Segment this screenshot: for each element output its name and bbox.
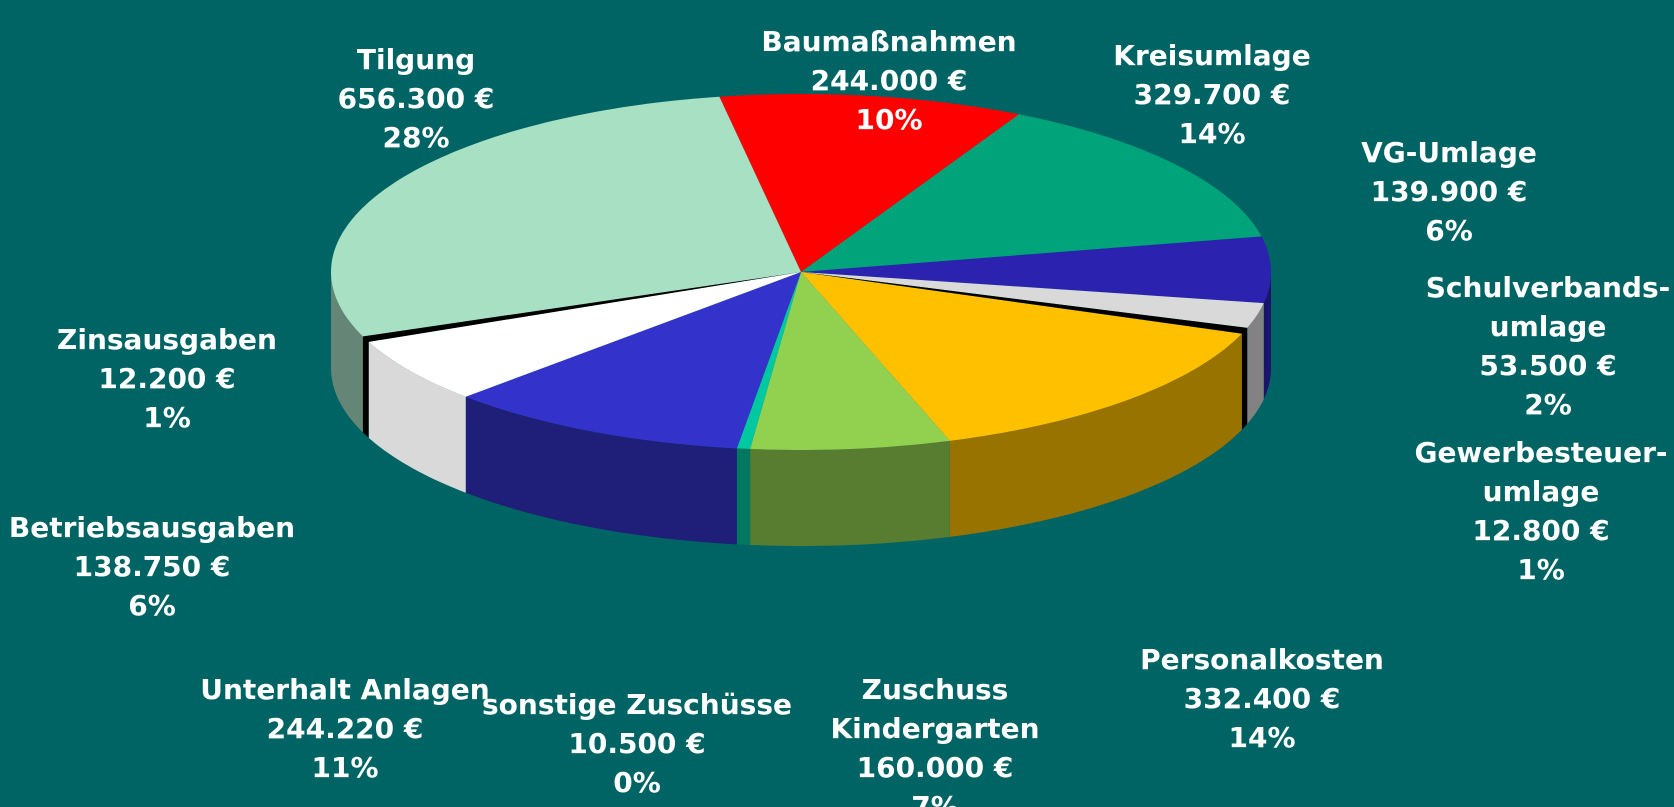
label-name: Betriebsausgaben [8, 511, 296, 544]
slice-side [368, 341, 466, 493]
slice-side [331, 272, 363, 433]
label-value: 12.200 € [98, 362, 236, 395]
slice-side [736, 448, 751, 545]
slice [801, 114, 1262, 272]
label-percent: 6% [1425, 214, 1473, 247]
label-name: Tilgung [356, 43, 476, 76]
slice [719, 94, 1019, 272]
label-value: 332.400 € [1183, 682, 1341, 715]
label-name: Unterhalt Anlagen [200, 673, 490, 706]
label-name: Schulverbands- umlage [1425, 271, 1671, 343]
label-value: 160.000 € [856, 751, 1014, 784]
label-name: sonstige Zuschüsse [482, 688, 792, 721]
label-name: VG-Umlage [1361, 136, 1537, 169]
label-percent: 1% [1517, 553, 1565, 586]
label-percent: 10% [855, 103, 923, 136]
label-name: Kreisumlage [1113, 39, 1311, 72]
label-percent: 14% [1178, 117, 1246, 150]
slice-side [949, 333, 1242, 537]
label-name: Baumaßnahmen [761, 25, 1017, 58]
slice [331, 96, 801, 337]
label-percent: 0% [613, 766, 661, 799]
label-name: Zuschuss Kindergarten [830, 673, 1040, 745]
label-value: 12.800 € [1472, 514, 1610, 547]
label-value: 329.700 € [1133, 78, 1291, 111]
slice-label: Personalkosten 332.400 € 14% [1140, 640, 1384, 757]
label-percent: 7% [911, 790, 959, 807]
slice-side [1247, 303, 1264, 424]
label-percent: 28% [382, 121, 450, 154]
slice [362, 272, 801, 342]
slice [736, 272, 801, 449]
slice-label: VG-Umlage 139.900 € 6% [1361, 133, 1537, 250]
label-percent: 2% [1524, 388, 1572, 421]
label-percent: 11% [311, 751, 379, 784]
slice [465, 272, 801, 449]
slice [801, 236, 1271, 304]
label-percent: 6% [128, 589, 176, 622]
label-value: 244.000 € [810, 64, 968, 97]
slice-label: Gewerbesteuer- umlage 12.800 € 1% [1414, 433, 1667, 589]
label-percent: 1% [143, 401, 191, 434]
slice-side [465, 396, 737, 545]
slice-label: Tilgung 656.300 € 28% [338, 40, 495, 157]
slice-side [1241, 327, 1248, 430]
slice-side [362, 336, 369, 438]
slice [750, 272, 950, 450]
label-value: 244.220 € [266, 712, 424, 745]
slice-side [750, 440, 950, 546]
label-value: 139.900 € [1370, 175, 1528, 208]
label-name: Gewerbesteuer- umlage [1414, 436, 1668, 508]
slice [368, 272, 801, 397]
label-value: 656.300 € [337, 82, 495, 115]
label-name: Zinsausgaben [57, 323, 277, 356]
slice-label: Baumaßnahmen 244.000 € 10% [761, 22, 1016, 139]
slice-label: Kreisumlage 329.700 € 14% [1113, 36, 1310, 153]
slice-side [1263, 272, 1271, 400]
label-percent: 14% [1228, 721, 1296, 754]
slice [801, 272, 1248, 334]
slice [801, 272, 1242, 441]
label-value: 138.750 € [73, 550, 231, 583]
label-value: 53.500 € [1479, 349, 1617, 382]
slice-label: sonstige Zuschüsse 10.500 € 0% [482, 685, 792, 802]
label-name: Personalkosten [1140, 643, 1384, 676]
label-value: 10.500 € [568, 727, 706, 760]
slice-label: Zuschuss Kindergarten 160.000 € 7% [830, 670, 1039, 807]
slice-label: Betriebsausgaben 138.750 € 6% [9, 508, 295, 625]
slice-label: Schulverbands- umlage 53.500 € 2% [1426, 268, 1670, 424]
slice-label: Zinsausgaben 12.200 € 1% [57, 320, 277, 437]
slice-label: Unterhalt Anlagen 244.220 € 11% [200, 670, 489, 787]
slice [801, 272, 1264, 328]
